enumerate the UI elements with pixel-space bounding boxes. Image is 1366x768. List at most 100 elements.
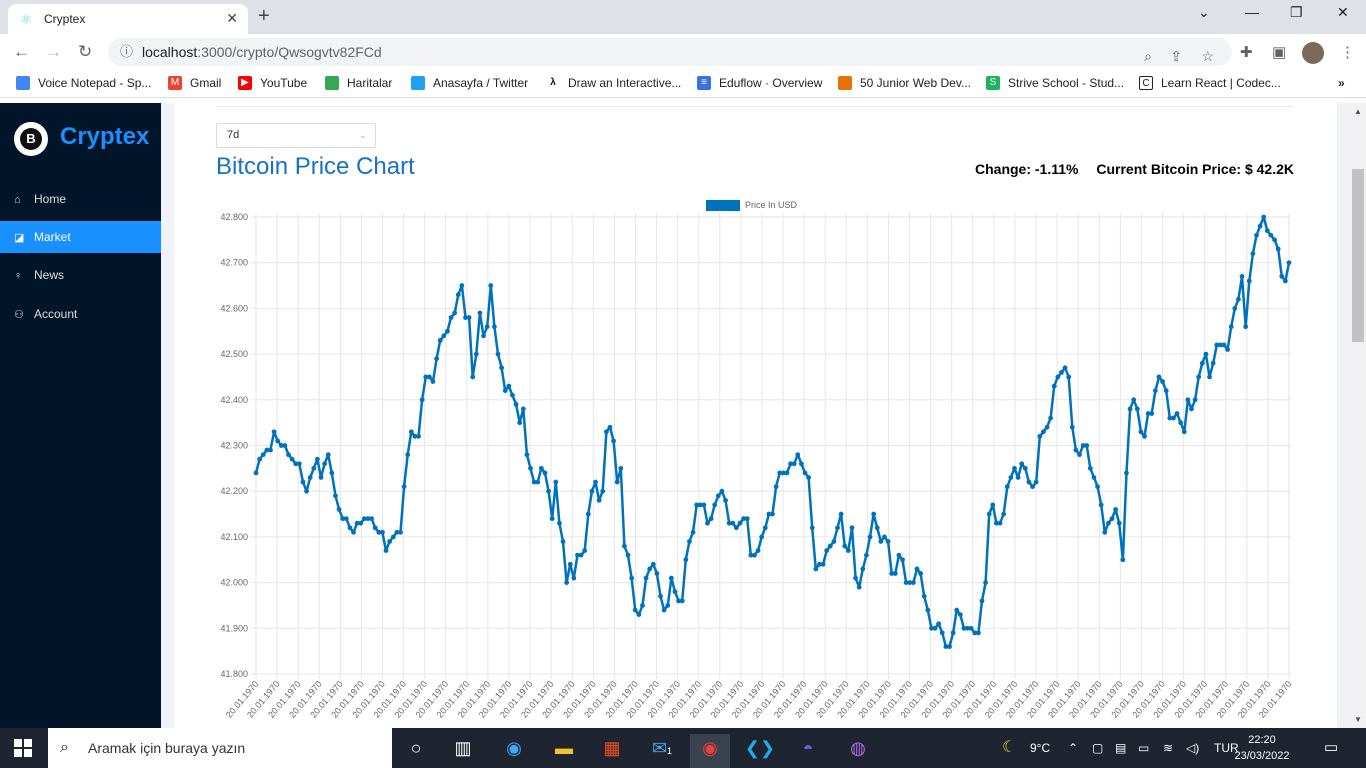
clock[interactable]: 22:20 23/03/2022 xyxy=(1232,732,1292,764)
mail-icon[interactable]: ✉1 xyxy=(651,738,673,758)
y-axis-ticks: 41.800 41.900 42.000 42.100 42.200 42.300 42.4… xyxy=(220,212,248,679)
data-point xyxy=(264,447,270,453)
data-point xyxy=(405,452,411,458)
tab-search-icon[interactable]: ⌄ xyxy=(1198,4,1210,20)
maximize-icon[interactable]: ❐ xyxy=(1290,4,1303,20)
bookmark-haritalar[interactable]: Haritalar xyxy=(325,76,392,90)
data-point xyxy=(1257,223,1263,229)
bookmark-voice-notepad[interactable]: Voice Notepad - Sp... xyxy=(16,76,151,90)
address-bar[interactable]: ⓘ localhost:3000/crypto/Qwsogvtv82FCd ⌕ … xyxy=(108,38,1232,66)
data-point xyxy=(1080,443,1086,448)
data-point xyxy=(416,433,421,439)
close-tab-icon[interactable]: ✕ xyxy=(226,10,238,26)
profile-avatar[interactable] xyxy=(1302,42,1324,64)
data-point xyxy=(466,315,472,320)
bookmark-codecademy[interactable]: C Learn React | Codec... xyxy=(1139,76,1281,90)
data-point xyxy=(412,433,418,439)
main-area: 7d ⌄ Bitcoin Price Chart Change: -1.11% … xyxy=(161,103,1350,728)
taskbar-search[interactable]: ⌕ Aramak için buraya yazın xyxy=(48,728,392,768)
browser-toolbar: ← → ↻ ⓘ localhost:3000/crypto/Qwsogvtv82… xyxy=(0,34,1366,70)
chevron-down-icon: ⌄ xyxy=(358,130,367,141)
edge-icon[interactable]: ◉ xyxy=(506,738,522,758)
task-view-icon[interactable]: ▥ xyxy=(454,738,472,758)
bookmark-gmail[interactable]: M Gmail xyxy=(168,76,221,90)
data-point xyxy=(1210,360,1216,366)
scroll-thumb[interactable] xyxy=(1352,169,1364,342)
minimize-icon[interactable]: — xyxy=(1245,4,1259,20)
usb-icon[interactable]: ▢ xyxy=(1092,741,1104,755)
data-point xyxy=(354,520,360,526)
chrome-icon[interactable]: ◉ xyxy=(690,734,730,768)
more-bookmarks-icon[interactable]: » xyxy=(1338,76,1345,90)
chart-legend: Price In USD xyxy=(706,200,798,211)
data-point xyxy=(257,456,263,462)
share-icon[interactable]: ⇪ xyxy=(1170,48,1182,64)
info-icon[interactable]: ⓘ xyxy=(120,44,134,59)
weather-moon-icon[interactable]: ☾ xyxy=(1002,739,1017,756)
page-scrollbar[interactable]: ▲ ▼ xyxy=(1350,103,1366,728)
data-point xyxy=(1066,374,1072,380)
data-point xyxy=(838,511,844,517)
sidebar-item-home[interactable]: ⌂ Home xyxy=(0,183,161,215)
tray-overflow-icon[interactable]: ⌃ xyxy=(1068,741,1079,755)
browser-tab[interactable]: ⚛ Cryptex ✕ xyxy=(8,4,248,34)
bookmark-junior-web-dev[interactable]: 50 Junior Web Dev... xyxy=(838,76,971,90)
weather-temp[interactable]: 9°C xyxy=(1030,741,1051,755)
data-point xyxy=(473,351,479,357)
data-point xyxy=(470,374,476,380)
notification-app-icon[interactable]: ▤ xyxy=(1115,741,1127,755)
search-icon: ⌕ xyxy=(60,739,69,756)
bookmark-eduflow[interactable]: ≡ Eduflow · Overview xyxy=(697,76,822,90)
file-explorer-icon[interactable]: ▬ xyxy=(555,738,573,758)
vscode-icon[interactable]: ❮❯ xyxy=(744,738,776,758)
users-icon: ⚇ xyxy=(14,309,24,321)
data-point xyxy=(647,566,653,572)
side-panel-icon[interactable]: ▣ xyxy=(1272,44,1287,61)
reload-icon[interactable]: ↻ xyxy=(78,42,93,61)
data-point xyxy=(347,525,353,531)
data-point xyxy=(1246,278,1252,284)
scroll-up-icon[interactable]: ▲ xyxy=(1354,107,1362,116)
windows-start-icon[interactable] xyxy=(14,739,32,757)
wifi-icon[interactable]: ≋ xyxy=(1163,741,1174,755)
sidebar-item-market[interactable]: ◪ Market xyxy=(0,221,161,253)
language-indicator[interactable]: TUR xyxy=(1214,741,1239,755)
data-point xyxy=(268,447,273,453)
scroll-down-icon[interactable]: ▼ xyxy=(1354,715,1362,724)
extensions-icon[interactable]: ✚ xyxy=(1240,44,1253,61)
cortana-icon[interactable]: ○ xyxy=(410,738,422,758)
data-point xyxy=(1142,433,1147,439)
store-icon[interactable]: ▦ xyxy=(603,738,621,758)
sidebar-item-news[interactable]: ♀ News xyxy=(0,259,161,291)
zoom-icon[interactable]: ⌕ xyxy=(1144,48,1152,64)
data-point xyxy=(517,420,523,426)
data-point xyxy=(1073,447,1079,453)
data-point xyxy=(773,484,779,490)
notifications-icon[interactable]: ▭ xyxy=(1324,739,1339,756)
gmail-icon: M xyxy=(168,76,182,90)
bookmark-draw[interactable]: λ Draw an Interactive... xyxy=(546,76,681,90)
data-point xyxy=(1156,374,1162,380)
github-icon[interactable]: ◍ xyxy=(850,738,866,758)
back-icon[interactable]: ← xyxy=(13,42,30,61)
forward-icon[interactable]: → xyxy=(45,42,62,61)
data-point xyxy=(892,571,898,576)
brand-title[interactable]: Cryptex xyxy=(60,123,150,150)
sidebar-item-account[interactable]: ⚇ Account xyxy=(0,298,161,330)
bookmark-youtube[interactable]: ▶ YouTube xyxy=(238,76,307,90)
bookmark-twitter[interactable]: Anasayfa / Twitter xyxy=(411,76,528,90)
battery-icon[interactable]: ▭ xyxy=(1138,741,1150,755)
data-point xyxy=(1261,214,1267,220)
volume-icon[interactable]: ◁) xyxy=(1186,741,1200,755)
data-point xyxy=(495,351,501,357)
bookmark-strive[interactable]: S Strive School - Stud... xyxy=(986,76,1124,90)
bookmark-star-icon[interactable]: ☆ xyxy=(1201,48,1214,64)
new-tab-button[interactable]: + xyxy=(258,5,270,27)
menu-icon[interactable]: ⋮ xyxy=(1340,44,1355,61)
data-point xyxy=(979,598,985,604)
period-select[interactable]: 7d ⌄ xyxy=(216,123,376,148)
data-point xyxy=(1152,388,1158,394)
close-window-icon[interactable]: ✕ xyxy=(1337,4,1349,20)
discord-icon[interactable]: ◓ xyxy=(802,738,814,758)
chart-series xyxy=(253,214,1292,649)
